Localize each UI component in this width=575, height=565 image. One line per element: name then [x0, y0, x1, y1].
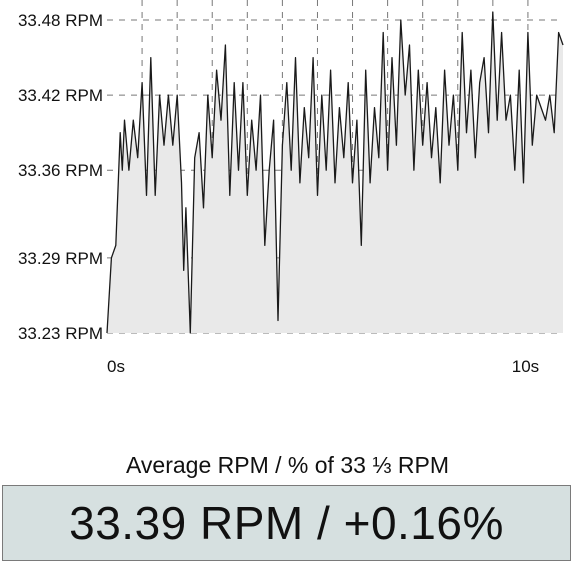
average-rpm-title: Average RPM / % of 33 ⅓ RPM	[126, 452, 449, 478]
rpm-area-fill	[107, 12, 563, 333]
average-rpm-panel: 33.39 RPM / +0.16%	[2, 485, 571, 561]
x-tick-label: 10s	[512, 357, 539, 376]
y-tick-label: 33.48 RPM	[18, 11, 103, 30]
y-tick-label: 33.29 RPM	[18, 249, 103, 268]
y-tick-label: 33.23 RPM	[18, 324, 103, 343]
y-tick-label: 33.36 RPM	[18, 161, 103, 180]
x-tick-label: 0s	[107, 357, 125, 376]
average-rpm-value: 33.39 RPM / +0.16%	[69, 497, 504, 549]
rpm-series-line	[106, 11, 564, 334]
tick-labels: 33.48 RPM 33.42 RPM 33.36 RPM 33.29 RPM 33.2…	[18, 11, 539, 376]
rpm-chart: 33.48 RPM 33.42 RPM 33.36 RPM 33.29 RPM 33.2…	[18, 0, 564, 376]
y-tick-label: 33.42 RPM	[18, 86, 103, 105]
